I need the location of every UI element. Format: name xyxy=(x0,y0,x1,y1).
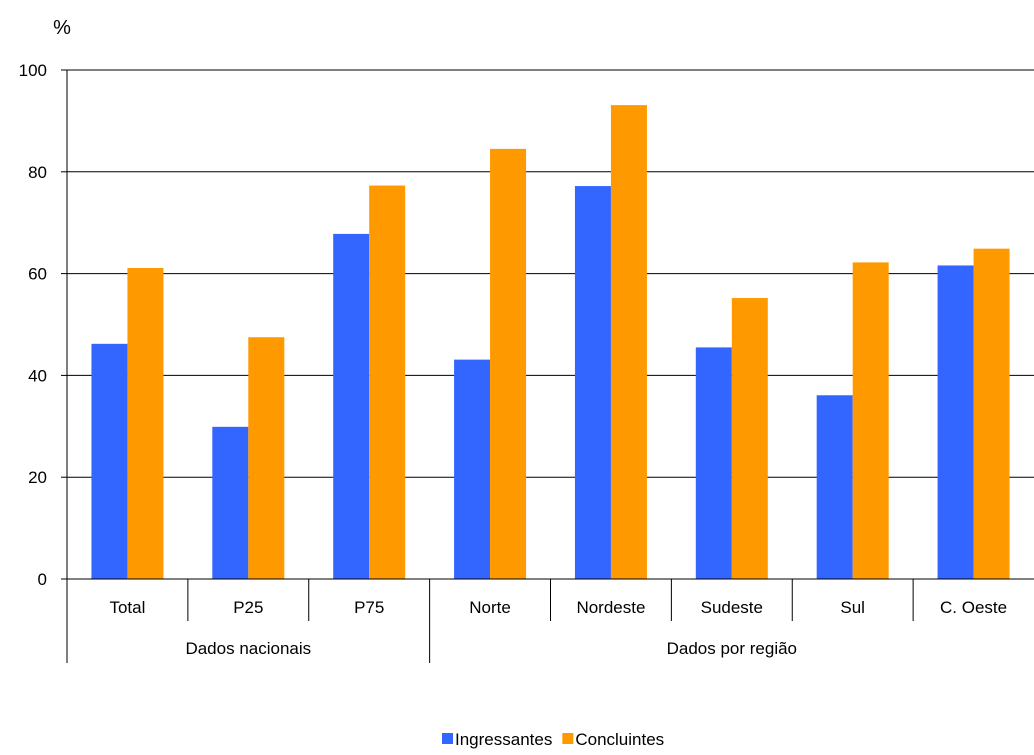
gridlines xyxy=(67,69,1034,478)
y-tick-label: 100 xyxy=(19,61,47,80)
axes xyxy=(61,69,1034,663)
axis-labels: 0 20 40 60 80 100 Total P25 P75 Norte Nordeste Sude… xyxy=(19,61,1007,658)
bar-ingressantes-sul xyxy=(816,395,853,579)
bar-ingressantes-norte xyxy=(454,359,491,579)
y-tick-label: 80 xyxy=(28,163,47,182)
legend: Ingressantes Concluintes xyxy=(442,730,664,749)
bar-ingressantes-sudeste xyxy=(695,347,732,579)
y-tick-label: 40 xyxy=(28,366,47,385)
group-label: Dados por região xyxy=(667,639,797,658)
bar-concluintes-nordeste xyxy=(610,105,647,579)
bar-ingressantes-nordeste xyxy=(574,186,611,579)
bar-concluintes-total xyxy=(127,268,164,579)
legend-swatch xyxy=(442,733,453,744)
x-tick-label: C. Oeste xyxy=(940,598,1007,617)
x-tick-label: Norte xyxy=(469,598,511,617)
bar-concluintes-p75 xyxy=(369,185,406,579)
bar-concluintes-c-oeste xyxy=(973,248,1010,579)
y-tick-label: 20 xyxy=(28,468,47,487)
x-tick-label: P75 xyxy=(354,598,384,617)
y-tick-label: 60 xyxy=(28,265,47,284)
y-tick-label: 0 xyxy=(38,570,47,589)
x-tick-label: Total xyxy=(109,598,145,617)
bar-ingressantes-c-oeste xyxy=(937,265,974,579)
bar-ingressantes-total xyxy=(91,343,128,579)
group-label: Dados nacionais xyxy=(185,639,311,658)
legend-label: Concluintes xyxy=(575,730,664,749)
legend-label: Ingressantes xyxy=(455,730,552,749)
bars xyxy=(91,105,1010,579)
x-tick-label: Sul xyxy=(840,598,865,617)
bar-concluintes-p25 xyxy=(248,337,285,579)
bar-concluintes-sudeste xyxy=(731,298,768,579)
y-unit-label: % xyxy=(53,17,71,39)
bar-ingressantes-p75 xyxy=(333,233,370,579)
legend-swatch xyxy=(562,733,574,744)
x-tick-label: P25 xyxy=(233,598,263,617)
bar-ingressantes-p25 xyxy=(212,426,249,579)
x-tick-label: Nordeste xyxy=(576,598,645,617)
bar-concluintes-norte xyxy=(490,148,527,579)
x-tick-label: Sudeste xyxy=(701,598,763,617)
bar-concluintes-sul xyxy=(852,262,889,579)
